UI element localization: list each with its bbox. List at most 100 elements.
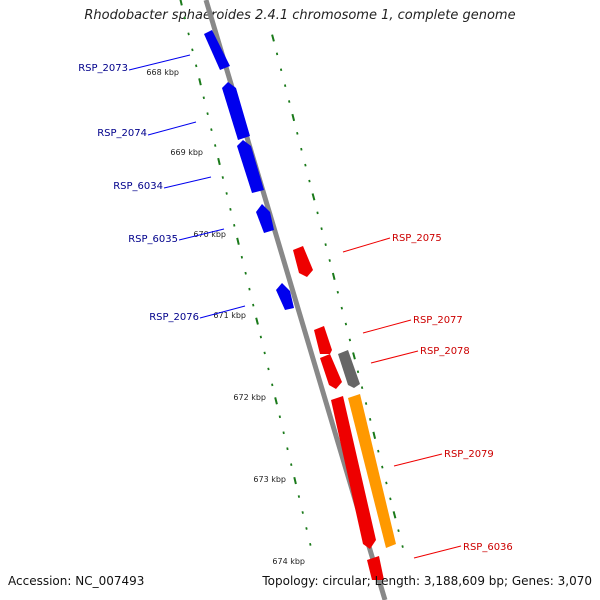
gene-RSP_2078-feature[interactable]	[338, 350, 360, 388]
minor-tick	[187, 32, 190, 36]
minor-tick	[356, 370, 360, 374]
minor-tick	[300, 147, 303, 151]
minor-tick	[288, 100, 291, 103]
minor-tick	[225, 192, 228, 195]
forward-gene-labels: RSP_2073 RSP_2074 RSP_6034 RSP_6035 RSP_…	[78, 54, 246, 323]
minor-tick	[210, 128, 213, 132]
map-title: Rhodobacter sphaeroides 2.4.1 chromosome…	[84, 8, 516, 23]
gene-label-RSP_2074[interactable]: RSP_2074	[97, 128, 147, 139]
minor-tick	[240, 255, 243, 259]
minor-tick	[221, 176, 224, 179]
gene-label-RSP_6036[interactable]: RSP_6036	[463, 542, 513, 553]
minor-tick	[316, 211, 319, 215]
minor-tick	[263, 351, 266, 355]
minor-tick	[320, 227, 323, 231]
topology-text: Topology: circular; Length: 3,188,609 bp…	[262, 574, 592, 588]
accession-text: Accession: NC_007493	[8, 574, 145, 588]
major-tick	[293, 476, 297, 485]
gene-RSP_6035-feature[interactable]	[256, 204, 274, 233]
minor-tick	[206, 112, 209, 116]
reverse-gene-track	[293, 246, 396, 580]
scale-label: 674 kbp	[272, 557, 305, 566]
minor-tick	[360, 386, 364, 390]
major-tick	[255, 317, 259, 325]
minor-tick	[324, 243, 327, 246]
minor-tick	[344, 322, 348, 326]
minor-tick	[340, 306, 343, 310]
scale-label: 669 kbp	[170, 148, 203, 157]
minor-tick	[248, 287, 251, 291]
scale-label: 668 kbp	[146, 68, 179, 77]
gene-RSP_2075-feature[interactable]	[293, 246, 313, 277]
gene-label-RSP_6035[interactable]: RSP_6035	[128, 234, 178, 245]
label-leader-line	[128, 54, 191, 71]
scale-label: 670 kbp	[193, 230, 226, 239]
gene-label-RSP_2075[interactable]: RSP_2075	[392, 233, 442, 244]
label-leader-line	[178, 228, 225, 241]
minor-tick	[381, 465, 384, 469]
gene-RSP_2077-feature[interactable]	[314, 326, 332, 354]
gene-RSP_2074-feature[interactable]	[222, 82, 250, 140]
minor-tick	[304, 163, 307, 167]
minor-tick	[233, 224, 236, 227]
reverse-gene-labels: RSP_2075 RSP_2077 RSP_2078 RSP_2079 RSP_…	[342, 233, 513, 559]
gene-RSP_2076-feature[interactable]	[276, 283, 294, 310]
label-leader-line	[413, 545, 462, 559]
label-leader-line	[393, 453, 443, 467]
gene-RSP_6036-feature[interactable]	[367, 556, 384, 580]
gene-RSP_2073-feature[interactable]	[204, 30, 230, 70]
minor-tick	[202, 96, 205, 100]
minor-tick	[229, 208, 232, 211]
major-tick	[352, 352, 356, 360]
gene-RSP_2077b-feature[interactable]	[320, 354, 342, 389]
minor-tick	[183, 16, 186, 20]
major-tick	[236, 237, 240, 245]
major-tick	[217, 157, 221, 166]
minor-tick	[279, 68, 283, 72]
minor-tick	[369, 417, 372, 421]
scale-label: 671 kbp	[213, 311, 246, 320]
gene-label-RSP_6034[interactable]: RSP_6034	[113, 181, 163, 192]
minor-tick	[301, 511, 304, 514]
minor-tick	[328, 259, 331, 262]
minor-tick	[364, 402, 368, 405]
gene-label-RSP_2077[interactable]: RSP_2077	[413, 315, 463, 326]
minor-tick	[244, 271, 247, 275]
minor-tick	[336, 290, 339, 294]
major-tick	[372, 431, 377, 439]
gene-RSP_2079-feature[interactable]	[348, 394, 396, 548]
gene-RSP_2079-red-feature[interactable]	[331, 396, 376, 549]
minor-tick	[385, 481, 388, 485]
label-leader-line	[342, 237, 391, 253]
minor-tick	[297, 495, 301, 498]
minor-tick	[252, 303, 255, 307]
minor-tick	[389, 497, 392, 501]
major-tick	[392, 511, 397, 519]
label-leader-line	[362, 319, 412, 334]
gene-label-RSP_2079[interactable]: RSP_2079	[444, 449, 494, 460]
minor-tick	[308, 179, 311, 183]
minor-tick	[191, 48, 194, 52]
scale-labels: 668 kbp 669 kbp 670 kbp 671 kbp 672 kbp …	[146, 68, 305, 566]
minor-tick	[401, 545, 404, 548]
major-tick	[291, 113, 296, 122]
minor-tick	[275, 52, 279, 56]
minor-tick	[286, 447, 289, 451]
minor-tick	[259, 335, 262, 339]
minor-tick	[377, 449, 380, 453]
forward-gene-track	[204, 30, 294, 310]
gene-label-RSP_2078[interactable]: RSP_2078	[420, 346, 470, 357]
label-leader-line	[147, 121, 197, 136]
minor-tick	[348, 338, 352, 342]
gene-label-RSP_2076[interactable]: RSP_2076	[149, 312, 199, 323]
minor-tick	[290, 463, 293, 466]
major-tick	[274, 397, 278, 405]
gene-label-RSP_2073[interactable]: RSP_2073	[78, 63, 128, 74]
label-leader-line	[370, 350, 419, 364]
minor-tick	[278, 415, 281, 419]
scale-label: 673 kbp	[253, 475, 286, 484]
label-leader-line	[199, 305, 246, 319]
minor-tick	[397, 529, 400, 533]
gene-RSP_6034-feature[interactable]	[237, 140, 264, 193]
